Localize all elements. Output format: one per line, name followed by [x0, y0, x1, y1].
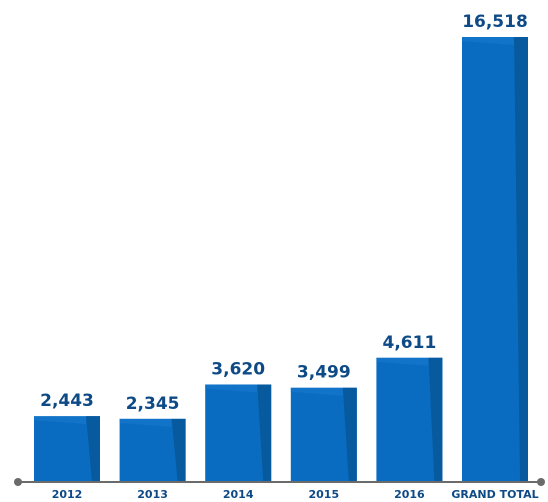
bar-shade	[342, 387, 357, 482]
data-label: 3,620	[211, 359, 265, 379]
bar-shade	[257, 384, 272, 482]
bar-highlight	[462, 37, 514, 45]
bar-shade	[514, 37, 528, 482]
data-label: 16,518	[462, 12, 528, 32]
bar-shade	[171, 418, 186, 482]
x-tick-label: GRAND TOTAL	[451, 488, 538, 501]
x-tick-label: 2012	[52, 488, 83, 501]
bar-highlight	[205, 384, 258, 393]
data-label: 2,443	[40, 391, 94, 411]
bar-highlight	[376, 357, 429, 366]
data-label: 2,345	[126, 394, 180, 414]
bar-highlight	[119, 418, 172, 427]
axis-end-dot-left	[14, 478, 22, 486]
x-tick-label: 2015	[308, 488, 339, 501]
bar-shade	[428, 357, 443, 482]
x-tick-label: 2013	[137, 488, 168, 501]
bar-highlight	[34, 416, 86, 425]
bar-highlight	[290, 387, 343, 396]
data-label: 3,499	[297, 363, 351, 383]
data-label: 4,611	[383, 333, 437, 353]
bar-shade	[86, 416, 100, 482]
axis-end-dot-right	[537, 478, 545, 486]
x-tick-label: 2016	[394, 488, 425, 501]
x-tick-label: 2014	[223, 488, 254, 501]
